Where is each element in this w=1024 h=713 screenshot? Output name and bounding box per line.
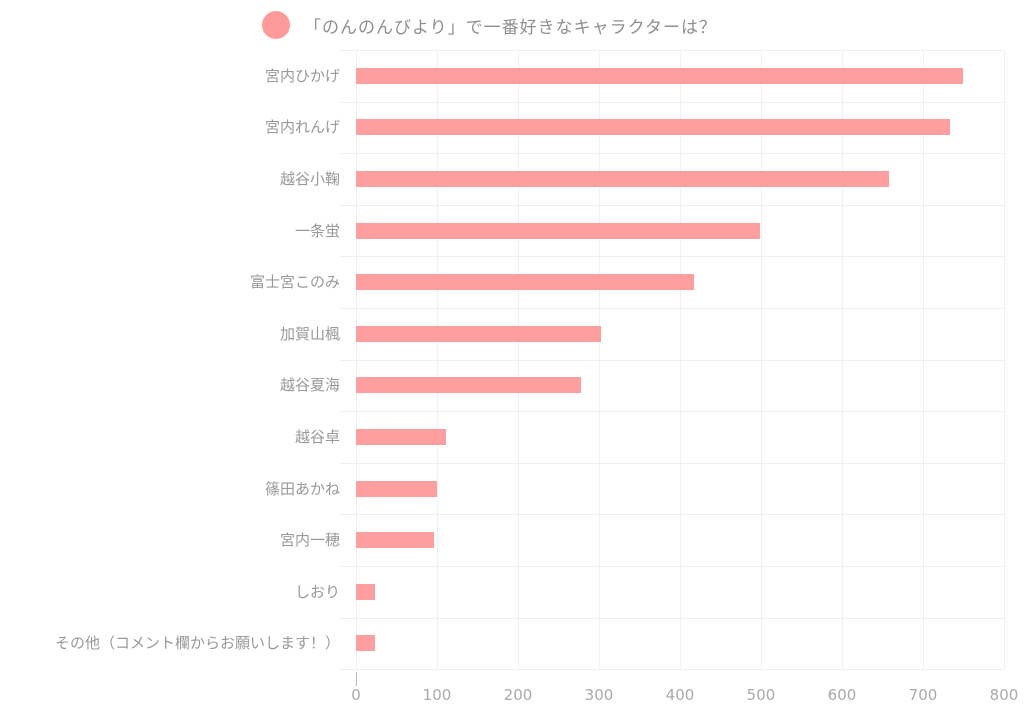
category-label: 加賀山楓: [279, 324, 340, 343]
bar[interactable]: [356, 480, 437, 497]
bar[interactable]: [356, 429, 446, 445]
bar[interactable]: [356, 325, 601, 342]
horizontal-gridline: [340, 50, 1005, 51]
x-axis-tick-label: 500: [746, 686, 776, 704]
bar[interactable]: [356, 532, 434, 549]
horizontal-gridline: [340, 514, 1005, 516]
category-label: 越谷夏海: [279, 376, 340, 395]
horizontal-gridline: [340, 566, 1005, 567]
bar[interactable]: [356, 635, 375, 652]
bar[interactable]: [356, 171, 889, 187]
x-axis-tick-label: 100: [422, 686, 452, 704]
category-label: 富士宮このみ: [249, 273, 340, 292]
category-label: 一条蛍: [294, 221, 340, 240]
horizontal-gridline: [340, 101, 1005, 103]
bar[interactable]: [356, 119, 950, 136]
bar[interactable]: [356, 222, 761, 239]
category-label: しおり: [294, 582, 340, 601]
bar[interactable]: [356, 583, 375, 600]
category-label: 越谷卓: [294, 428, 340, 446]
category-label: その他（コメント欄からお願いします！）: [54, 634, 340, 653]
horizontal-gridline: [340, 669, 1005, 671]
legend-label: 「のんのんびより」で一番好きなキャラクターは？: [304, 17, 717, 38]
horizontal-gridline: [340, 204, 1005, 206]
x-axis-tick-label: 300: [584, 686, 614, 704]
chart-legend[interactable]: 「のんのんびより」で一番好きなキャラクターは？: [262, 10, 717, 40]
legend-swatch-icon: [262, 11, 290, 39]
horizontal-gridline: [340, 411, 1005, 413]
category-label: 篠田あかね: [264, 479, 340, 498]
horizontal-gridline: [340, 256, 1005, 258]
horizontal-gridline: [340, 462, 1005, 464]
horizontal-gridline: [340, 617, 1005, 619]
x-axis-tick-label: 700: [908, 686, 938, 704]
category-label: 宮内れんげ: [264, 118, 340, 137]
x-axis-tick-label: 800: [989, 686, 1019, 704]
x-axis-zero-tick: [356, 672, 357, 686]
x-axis-tick-label: 600: [827, 686, 857, 704]
bar[interactable]: [356, 274, 694, 291]
bar[interactable]: [356, 67, 963, 84]
category-label: 宮内ひかげ: [264, 66, 340, 85]
x-axis-tick-label: 200: [503, 686, 533, 704]
category-label: 宮内一穂: [279, 531, 340, 550]
x-axis-tick-label: 0: [351, 686, 361, 704]
bar[interactable]: [356, 377, 582, 394]
horizontal-gridline: [340, 359, 1005, 361]
horizontal-gridline: [340, 308, 1005, 309]
horizontal-gridline: [340, 153, 1005, 155]
x-axis-tick-label: 400: [665, 686, 695, 704]
category-label: 越谷小鞠: [279, 170, 340, 188]
